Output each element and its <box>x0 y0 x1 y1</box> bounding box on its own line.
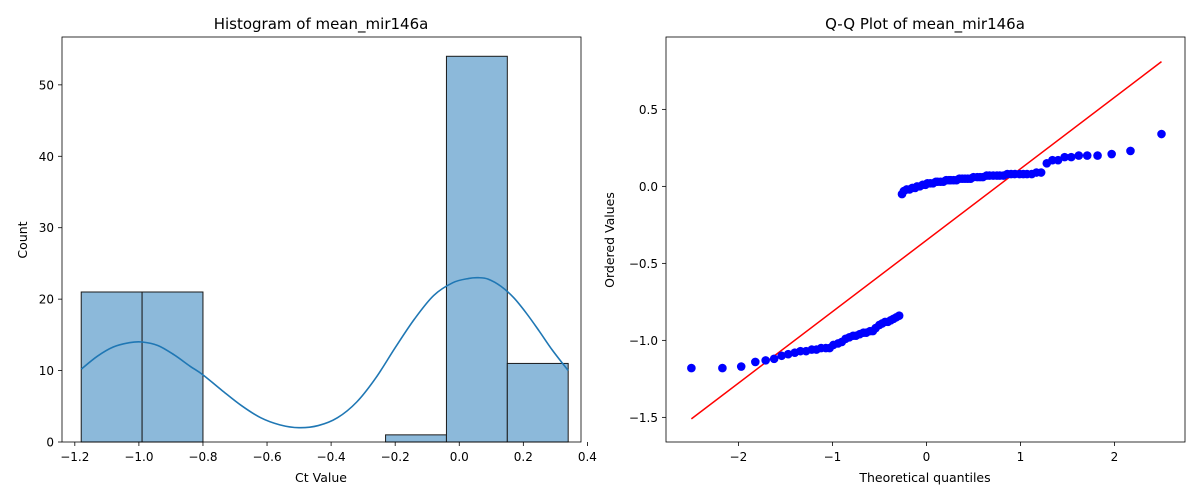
histogram-y-ticks: 0 10 20 30 40 50 <box>39 78 62 450</box>
x-tick-label: −0.2 <box>381 450 410 464</box>
x-tick-label: 0 <box>923 450 931 464</box>
qq-point <box>761 356 770 365</box>
histogram-panel: Histogram of mean_mir146a −1.2 −1.0 −0.8 −0… <box>15 15 597 485</box>
x-tick-label: −1.0 <box>124 450 153 464</box>
histogram-bar <box>445 55 508 443</box>
qq-y-ticks: −1.5 −1.0 −0.5 0.0 0.5 <box>629 103 666 425</box>
qq-point <box>783 349 793 359</box>
histogram-y-axis-label: Count <box>15 221 30 258</box>
qq-point <box>894 311 904 321</box>
qq-plot-title: Q-Q Plot of mean_mir146a <box>825 15 1025 34</box>
qq-point <box>1066 152 1076 162</box>
qq-point <box>751 357 760 367</box>
qq-points <box>687 129 1166 373</box>
qq-point <box>769 354 779 364</box>
x-tick-label: 0.4 <box>578 450 597 464</box>
kde-curve <box>80 276 569 429</box>
x-tick-label: −1 <box>824 450 842 464</box>
y-tick-label: 50 <box>39 78 54 92</box>
qq-axes-frame <box>665 36 1186 443</box>
x-tick-label: −0.8 <box>188 450 217 464</box>
y-tick-label: −1.5 <box>629 411 658 425</box>
y-tick-label: 0.5 <box>639 103 658 117</box>
x-tick-label: 0.0 <box>450 450 469 464</box>
y-tick-label: 10 <box>39 364 54 378</box>
histogram-bar <box>80 291 143 443</box>
qq-point <box>1093 151 1102 160</box>
x-tick-label: −1.2 <box>60 450 89 464</box>
y-tick-label: −0.5 <box>629 257 658 271</box>
histogram-x-axis-label: Ct Value <box>295 470 347 485</box>
y-tick-label: −1.0 <box>629 334 658 348</box>
x-tick-label: 0.2 <box>514 450 533 464</box>
x-tick-label: −0.6 <box>252 450 281 464</box>
histogram-bar <box>141 291 204 443</box>
histogram-bars <box>80 55 569 443</box>
y-tick-label: 40 <box>39 150 54 164</box>
qq-point <box>1074 151 1084 160</box>
y-tick-label: 0 <box>46 436 54 450</box>
x-tick-label: 1 <box>1017 450 1025 464</box>
qq-point <box>736 362 746 371</box>
qq-point <box>1157 129 1166 139</box>
qq-point <box>718 363 727 373</box>
histogram-title: Histogram of mean_mir146a <box>214 15 429 34</box>
histogram-x-ticks: −1.2 −1.0 −0.8 −0.6 −0.4 −0.2 0.0 0.2 0.4 <box>60 442 597 464</box>
x-tick-label: −0.4 <box>317 450 346 464</box>
qq-y-axis-label: Ordered Values <box>602 192 617 288</box>
qq-point <box>1060 152 1069 162</box>
qq-plot-panel: Q-Q Plot of mean_mir146a −2 −1 0 1 2 −1.5−1.… <box>602 15 1186 485</box>
x-tick-label: −2 <box>730 450 748 464</box>
x-tick-label: 2 <box>1111 450 1119 464</box>
histogram-bar <box>385 434 447 443</box>
qq-point <box>1036 168 1046 177</box>
qq-point <box>687 363 696 373</box>
qq-point <box>1053 155 1063 165</box>
y-tick-label: 0.0 <box>639 180 658 194</box>
y-tick-label: 30 <box>39 221 54 235</box>
qq-point <box>1082 151 1092 160</box>
qq-point <box>777 351 786 361</box>
histogram-bar <box>506 362 569 443</box>
qq-x-axis-label: Theoretical quantiles <box>858 470 990 485</box>
qq-x-ticks: −2 −1 0 1 2 <box>730 442 1119 464</box>
qq-point <box>1126 146 1135 156</box>
qq-point <box>1107 149 1116 159</box>
y-tick-label: 20 <box>39 293 54 307</box>
histogram-axes-frame <box>61 36 582 443</box>
